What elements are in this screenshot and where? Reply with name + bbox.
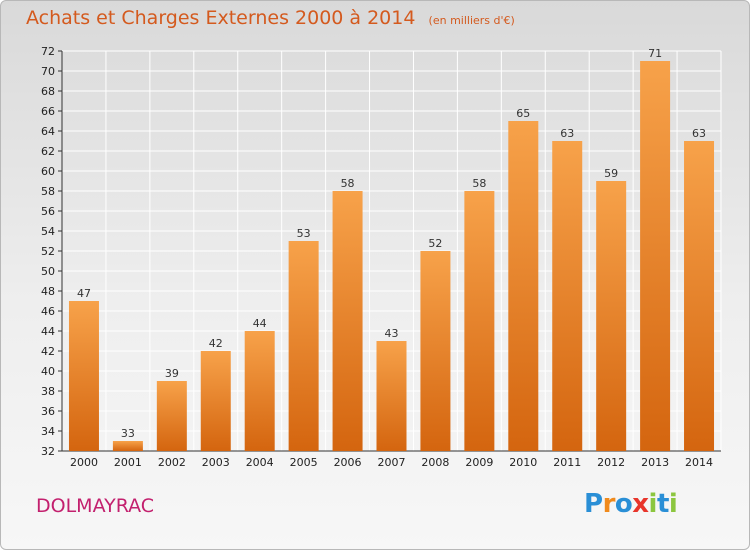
y-tick-label: 58 — [41, 185, 55, 198]
bar-value-label: 33 — [121, 427, 135, 440]
commune-name: DOLMAYRAC — [36, 495, 155, 517]
brand-letter: P — [584, 489, 603, 519]
bar — [68, 301, 99, 451]
brand-letter: i — [668, 489, 678, 519]
bar-value-label: 65 — [516, 107, 530, 120]
x-tick-label: 2004 — [246, 456, 274, 469]
bar — [508, 121, 539, 451]
y-tick-label: 38 — [41, 385, 55, 398]
bar — [640, 61, 671, 451]
bar-value-label: 39 — [165, 367, 179, 380]
brand-letter: i — [648, 489, 658, 519]
bar-value-label: 63 — [560, 127, 574, 140]
x-tick-label: 2014 — [685, 456, 713, 469]
x-tick-label: 2013 — [641, 456, 669, 469]
y-tick-label: 68 — [41, 85, 55, 98]
chart-unit: (en milliers d'€) — [428, 14, 515, 27]
bar-value-label: 42 — [209, 337, 223, 350]
x-tick-label: 2001 — [114, 456, 142, 469]
bar-value-label: 52 — [428, 237, 442, 250]
bar — [332, 191, 363, 451]
bar-value-label: 58 — [472, 177, 486, 190]
y-tick-label: 54 — [41, 225, 55, 238]
brand-letter: r — [602, 489, 616, 519]
bar-value-label: 63 — [692, 127, 706, 140]
chart-title: Achats et Charges Externes 2000 à 2014 — [26, 7, 416, 29]
chart-header: Achats et Charges Externes 2000 à 2014 (… — [26, 7, 515, 29]
y-tick-label: 60 — [41, 165, 55, 178]
x-tick-label: 2005 — [290, 456, 318, 469]
y-tick-label: 32 — [41, 445, 55, 458]
proxiti-logo: Proxiti — [584, 489, 678, 519]
brand-letter: o — [614, 489, 633, 519]
bar-value-label: 47 — [77, 287, 91, 300]
y-tick-label: 52 — [41, 245, 55, 258]
bar — [420, 251, 451, 451]
y-tick-label: 40 — [41, 365, 55, 378]
x-tick-label: 2002 — [158, 456, 186, 469]
bar — [684, 141, 715, 451]
y-tick-label: 46 — [41, 305, 55, 318]
bar — [288, 241, 319, 451]
bar — [596, 181, 627, 451]
y-tick-label: 44 — [41, 325, 55, 338]
x-tick-label: 2000 — [70, 456, 98, 469]
y-tick-label: 36 — [41, 405, 55, 418]
bar — [376, 341, 407, 451]
bar — [244, 331, 275, 451]
y-tick-label: 50 — [41, 265, 55, 278]
x-tick-label: 2003 — [202, 456, 230, 469]
bar — [156, 381, 187, 451]
x-tick-label: 2007 — [378, 456, 406, 469]
x-tick-label: 2009 — [465, 456, 493, 469]
bar — [464, 191, 495, 451]
data-labels: 47 33 39 42 44 53 58 43 52 58 65 63 59 71 63 — [77, 47, 706, 440]
bar-value-label: 53 — [297, 227, 311, 240]
bars — [68, 61, 715, 451]
bar-value-label: 59 — [604, 167, 618, 180]
bar-value-label: 44 — [253, 317, 267, 330]
bar — [200, 351, 231, 451]
y-tick-label: 48 — [41, 285, 55, 298]
y-tick-label: 42 — [41, 345, 55, 358]
x-tick-label: 2012 — [597, 456, 625, 469]
brand-letter: t — [656, 489, 669, 519]
x-tick-label: 2010 — [509, 456, 537, 469]
y-tick-label: 64 — [41, 125, 55, 138]
x-tick-label: 2008 — [421, 456, 449, 469]
brand-letter: x — [632, 489, 649, 519]
bar — [552, 141, 583, 451]
y-tick-label: 66 — [41, 105, 55, 118]
y-tick-label: 56 — [41, 205, 55, 218]
y-tick-label: 70 — [41, 65, 55, 78]
y-tick-label: 62 — [41, 145, 55, 158]
bar — [112, 441, 143, 451]
x-tick-label: 2011 — [553, 456, 581, 469]
bar-value-label: 58 — [341, 177, 355, 190]
y-tick-label: 72 — [41, 45, 55, 58]
bar-value-label: 71 — [648, 47, 662, 60]
x-tick-label: 2006 — [334, 456, 362, 469]
y-tick-label: 34 — [41, 425, 55, 438]
bar-value-label: 43 — [385, 327, 399, 340]
